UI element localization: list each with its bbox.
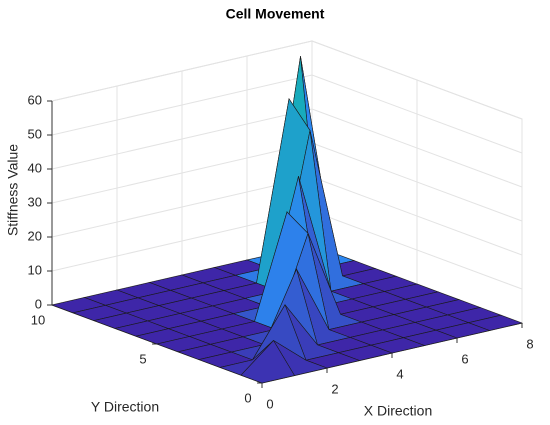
z-tick-label: 0 xyxy=(35,296,42,311)
surface-face xyxy=(240,340,295,384)
x-tick-label: 6 xyxy=(461,351,468,366)
x-tick-label: 8 xyxy=(526,336,533,351)
z-tick-label: 30 xyxy=(28,194,42,209)
z-tick-label: 20 xyxy=(28,228,42,243)
x-tick-label: 2 xyxy=(331,381,338,396)
z-tick-label: 40 xyxy=(28,160,42,175)
z-tick-label: 50 xyxy=(28,126,42,141)
y-tick-label: 5 xyxy=(139,351,146,366)
y-tick-label: 0 xyxy=(244,390,251,405)
x-axis-label: X Direction xyxy=(364,403,432,419)
z-tick-label: 10 xyxy=(28,262,42,277)
z-axis-label: Stiffness Value xyxy=(5,144,21,236)
y-tick-label: 10 xyxy=(31,312,45,327)
x-tick-label: 0 xyxy=(266,396,273,411)
x-tick-label: 4 xyxy=(396,366,403,381)
chart-title: Cell Movement xyxy=(226,6,325,22)
z-tick-label: 60 xyxy=(28,92,42,107)
y-axis-label: Y Direction xyxy=(91,399,159,415)
